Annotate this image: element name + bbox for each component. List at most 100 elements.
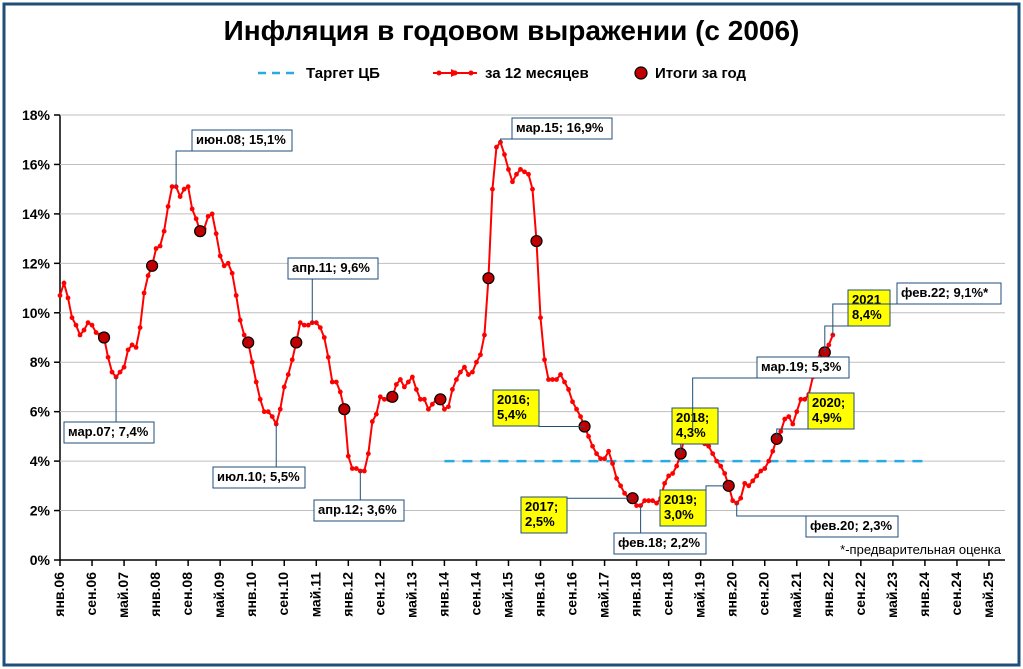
x-tick-label: сен.08 (179, 572, 195, 616)
callout-leader (109, 377, 116, 422)
line-marker (610, 461, 615, 466)
line-marker (654, 501, 659, 506)
line-marker (110, 370, 115, 375)
line-marker (586, 434, 591, 439)
line-marker (494, 145, 499, 150)
line-marker (222, 263, 227, 268)
y-tick-label: 18% (22, 107, 51, 123)
line-marker (142, 291, 147, 296)
line-marker (314, 320, 319, 325)
line-marker (126, 347, 131, 352)
x-tick-label: сен.06 (83, 572, 99, 616)
y-tick-label: 6% (30, 404, 51, 420)
y-tick-label: 16% (22, 156, 51, 172)
line-marker (442, 407, 447, 412)
line-marker (254, 380, 259, 385)
line-marker (650, 498, 655, 503)
line-marker (210, 211, 215, 216)
line-marker (402, 385, 407, 390)
line-marker (506, 167, 511, 172)
callout-leader (359, 471, 360, 500)
line-marker (306, 323, 311, 328)
legend-marker-icon (635, 67, 647, 79)
line-marker (346, 454, 351, 459)
x-tick-label: янв.16 (532, 572, 548, 617)
annual-marker (339, 404, 350, 415)
callout-text: 3,0% (664, 507, 694, 522)
line-marker (542, 357, 547, 362)
line-marker (74, 323, 79, 328)
callout-text: апр.11; 9,6% (292, 260, 370, 275)
line-marker (374, 412, 379, 417)
line-marker (206, 214, 211, 219)
callout-text: фев.22; 9,1%* (901, 285, 989, 300)
line-marker (718, 464, 723, 469)
line-marker (186, 184, 191, 189)
line-marker (706, 444, 711, 449)
callout-text: фев.18; 2,2% (618, 535, 701, 550)
line-marker (234, 293, 239, 298)
x-tick-label: сен.24 (948, 572, 964, 616)
x-tick-label: сен.10 (275, 572, 291, 616)
line-marker (614, 476, 619, 481)
annual-marker (435, 394, 446, 405)
line-marker (782, 417, 787, 422)
line-marker (470, 370, 475, 375)
line-marker (134, 345, 139, 350)
y-tick-label: 0% (30, 552, 51, 568)
line-marker (106, 355, 111, 360)
callout-text: июл.10; 5,5% (217, 469, 300, 484)
line-marker (738, 496, 743, 501)
callout-text: 2017; (525, 499, 558, 514)
line-marker (490, 187, 495, 192)
x-tick-label: май.19 (692, 572, 708, 618)
line-marker (82, 328, 87, 333)
x-tick-label: янв.20 (724, 572, 740, 617)
callout-text: мар.07; 7,4% (68, 424, 149, 439)
line-marker (66, 296, 71, 301)
line-marker (394, 382, 399, 387)
callout-leader (641, 506, 660, 533)
line-marker (258, 397, 263, 402)
x-tick-label: май.07 (115, 572, 131, 618)
line-marker (666, 474, 671, 479)
line-marker (410, 375, 415, 380)
annual-marker (195, 226, 206, 237)
x-tick-label: май.13 (403, 572, 419, 618)
line-marker (826, 343, 831, 348)
line-marker (522, 169, 527, 174)
line-marker (562, 380, 567, 385)
x-tick-label: янв.10 (243, 572, 259, 617)
y-tick-label: 12% (22, 255, 51, 271)
callout-leader (539, 426, 585, 427)
line-marker (758, 469, 763, 474)
line-marker (710, 451, 715, 456)
x-tick-label: май.09 (211, 572, 227, 618)
chart-container: Инфляция в годовом выражении (с 2006)Тар… (0, 0, 1023, 669)
x-tick-label: янв.14 (435, 572, 451, 617)
line-marker (526, 172, 531, 177)
x-tick-label: май.17 (596, 572, 612, 618)
line-marker (278, 407, 283, 412)
line-marker (554, 377, 559, 382)
line-marker (606, 449, 611, 454)
line-marker (714, 459, 719, 464)
line-marker (762, 466, 767, 471)
callout-text: 2019; (664, 492, 697, 507)
x-tick-label: янв.24 (916, 572, 932, 617)
line-marker (250, 360, 255, 365)
callout-text: 2016; (497, 392, 530, 407)
line-marker (594, 451, 599, 456)
callout-text: 8,4% (852, 307, 882, 322)
line-marker (190, 207, 195, 212)
x-tick-label: янв.12 (339, 572, 355, 617)
line-marker (450, 387, 455, 392)
line-marker (62, 281, 67, 286)
annual-marker (531, 236, 542, 247)
line-marker (590, 444, 595, 449)
line-marker (538, 315, 543, 320)
line-marker (618, 483, 623, 488)
line-marker (458, 370, 463, 375)
line-marker (770, 449, 775, 454)
line-marker (130, 343, 135, 348)
